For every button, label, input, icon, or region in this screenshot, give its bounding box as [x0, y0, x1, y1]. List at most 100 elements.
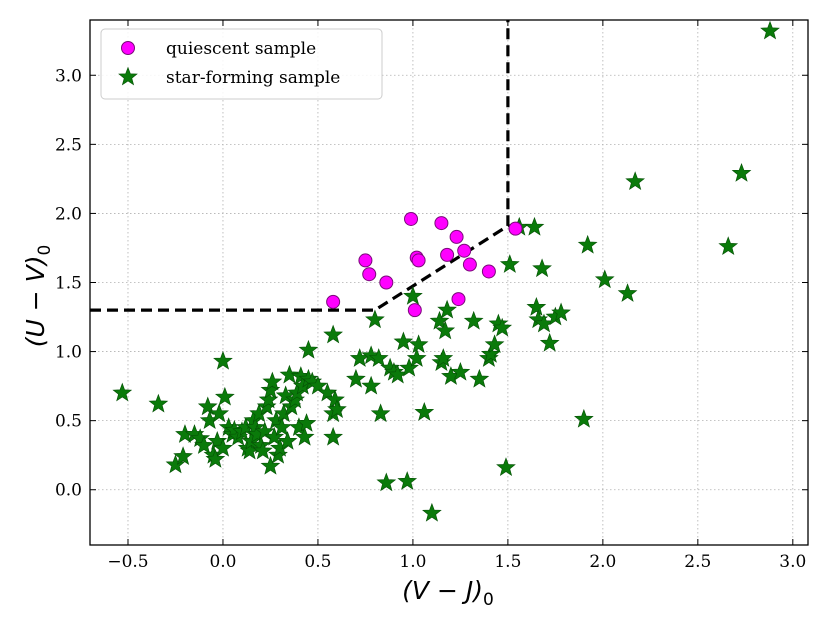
star-forming-point	[422, 502, 442, 522]
quiescent-point	[362, 267, 377, 282]
x-axis-label-main: (V − J)	[402, 576, 483, 605]
quiescent-point	[462, 257, 477, 272]
star-forming-point	[577, 234, 598, 254]
star-forming-point	[361, 375, 381, 395]
quiescent-point	[457, 243, 472, 258]
y-axis-label-subscript: 0	[35, 245, 55, 256]
star-forming-point	[346, 368, 366, 388]
star-forming-point	[370, 403, 391, 423]
star-forming-point	[365, 309, 385, 329]
star-forming-point	[469, 368, 490, 388]
star-forming-point	[617, 283, 638, 302]
star-forming-point	[285, 389, 305, 409]
star-forming-point	[148, 393, 169, 413]
legend-box	[100, 28, 383, 100]
x-tick-label: 2.0	[589, 552, 616, 572]
x-tick-label: 1.5	[494, 552, 521, 572]
star-forming-point	[408, 334, 429, 354]
x-axis-label: (V − J)0	[402, 576, 494, 610]
star-forming-point	[213, 350, 233, 370]
star-forming-point	[429, 310, 450, 330]
star-forming-point	[112, 382, 133, 402]
y-tick-label: 0.0	[55, 481, 82, 501]
star-forming-point	[376, 472, 397, 492]
star-forming-point	[397, 471, 418, 490]
data-points	[112, 20, 780, 522]
y-tick-label: 2.5	[55, 135, 82, 155]
star-forming-point	[308, 375, 328, 395]
star-forming-point	[197, 396, 218, 416]
quiescent-point	[440, 247, 455, 262]
star-forming-point	[574, 408, 594, 428]
star-forming-point	[480, 343, 501, 363]
star-forming-point	[264, 426, 285, 446]
x-axis-label-subscript: 0	[483, 590, 494, 610]
star-forming-point	[496, 457, 516, 477]
y-tick-label: 1.0	[55, 343, 82, 363]
star-forming-point	[594, 269, 615, 289]
star-forming-point	[437, 299, 457, 319]
star-forming-point	[209, 403, 230, 423]
quiescent-point	[411, 253, 426, 268]
star-forming-point	[393, 331, 414, 351]
y-axis-label-main: (U − V)	[21, 256, 50, 348]
x-tick-label: −0.5	[107, 552, 148, 572]
star-forming-point	[194, 435, 214, 454]
quiescent-point	[326, 294, 341, 309]
star-forming-point	[205, 448, 226, 468]
star-forming-point	[294, 426, 315, 446]
quiescent-point	[481, 264, 496, 279]
star-forming-point	[260, 455, 281, 475]
star-forming-point	[492, 317, 513, 337]
star-forming-point	[731, 163, 752, 182]
quiescent-point	[508, 221, 523, 236]
star-forming-point	[277, 431, 298, 450]
x-tick-label: 0.0	[209, 552, 236, 572]
star-forming-point	[279, 364, 300, 384]
legend-marker-quiescent	[121, 41, 135, 55]
star-forming-point	[323, 426, 343, 446]
quiescent-point	[407, 303, 422, 318]
legend: quiescent sample star-forming sample	[100, 28, 383, 100]
y-tick-label: 3.0	[55, 66, 82, 86]
y-tick-label: 1.5	[55, 274, 82, 294]
legend-marker-star-forming	[118, 66, 138, 86]
star-forming-point	[435, 320, 456, 340]
legend-label: star-forming sample	[166, 68, 340, 88]
star-forming-point	[463, 310, 484, 330]
y-tick-label: 0.5	[55, 412, 82, 432]
star-forming-point	[499, 254, 520, 273]
star-forming-point	[433, 348, 454, 367]
star-forming-point	[539, 332, 560, 352]
quiescent-point	[449, 229, 464, 244]
star-forming-point	[484, 334, 505, 354]
star-forming-point	[327, 399, 347, 418]
star-forming-point	[760, 20, 780, 40]
star-forming-point	[296, 413, 317, 432]
x-tick-label: 3.0	[779, 552, 806, 572]
star-forming-point	[551, 302, 571, 322]
star-forming-point	[215, 386, 235, 406]
selection-boundary	[90, 20, 510, 312]
star-forming-point	[254, 421, 275, 441]
star-forming-point	[298, 339, 319, 359]
star-forming-point	[213, 437, 233, 457]
star-forming-point	[450, 361, 471, 381]
star-forming-point	[325, 389, 345, 409]
star-forming-point	[625, 171, 645, 191]
star-forming-point	[256, 396, 277, 416]
y-tick-label: 2.0	[55, 204, 82, 224]
quiescent-point	[358, 253, 373, 268]
quiescent-point	[434, 216, 449, 231]
star-forming-point	[718, 236, 739, 255]
star-forming-point	[399, 357, 419, 377]
quiescent-point	[379, 275, 394, 290]
star-forming-point	[253, 440, 273, 460]
star-forming-point	[173, 446, 193, 465]
x-tick-label: 0.5	[304, 552, 331, 572]
star-forming-point	[532, 258, 552, 278]
star-forming-point	[165, 454, 186, 474]
x-tick-label: 2.5	[684, 552, 711, 572]
quiescent-point	[451, 292, 466, 307]
